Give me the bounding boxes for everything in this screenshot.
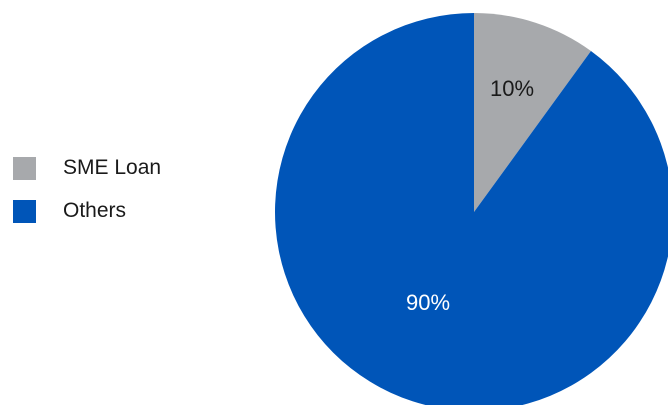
pie-slices — [275, 13, 668, 405]
legend-item-others: Others — [13, 198, 161, 224]
pie-slice-sme-loan — [474, 13, 591, 212]
legend-swatch-others — [13, 199, 36, 223]
legend-item-sme-loan: SME Loan — [13, 155, 161, 181]
chart-legend: SME Loan Others — [13, 155, 161, 241]
data-label-others: 90% — [406, 290, 450, 315]
pie-labels: 10% 90% — [406, 76, 534, 315]
data-label-sme-loan: 10% — [490, 76, 534, 101]
legend-label-sme-loan: SME Loan — [63, 156, 162, 179]
pie-slice-others — [275, 13, 668, 405]
legend-label-others: Others — [63, 199, 127, 222]
legend-swatch-sme-loan — [13, 156, 36, 180]
